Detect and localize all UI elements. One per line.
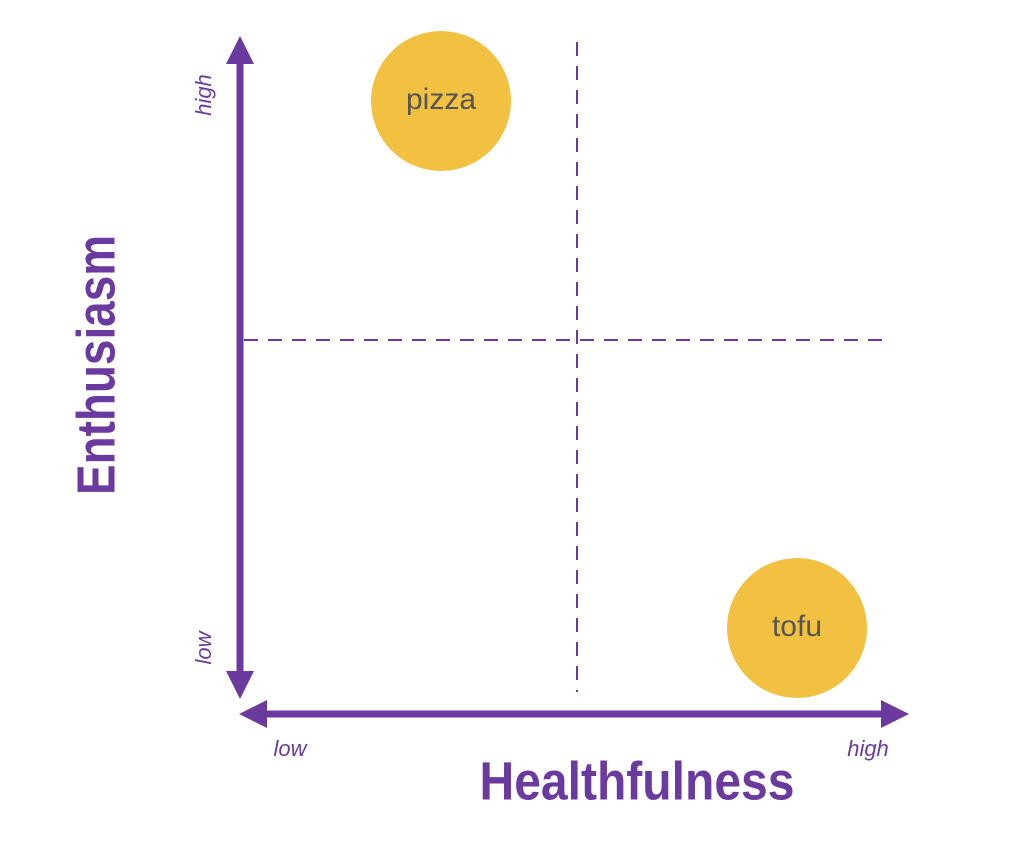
y-low-label: low: [191, 629, 216, 664]
node-label: tofu: [772, 610, 822, 643]
y-high-label: high: [191, 74, 216, 116]
node-circle: [371, 31, 511, 171]
node-label: pizza: [406, 83, 476, 116]
x-axis-title: Healthfulness: [480, 751, 795, 811]
y-axis-title: Enthusiasm: [66, 235, 126, 495]
node-circle: [727, 558, 867, 698]
x-low-label: low: [273, 736, 308, 761]
x-high-label: high: [847, 736, 889, 761]
